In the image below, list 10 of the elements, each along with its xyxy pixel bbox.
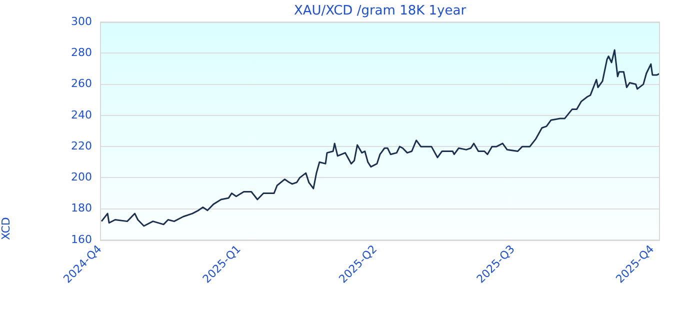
- chart-title: XAU/XCD /gram 18K 1year: [294, 3, 467, 18]
- y-tick-label: 160: [71, 232, 92, 246]
- y-tick-label: 220: [71, 139, 92, 152]
- y-tick-label: 280: [71, 46, 92, 59]
- y-axis-title: XCD: [0, 217, 12, 240]
- y-tick-label: 180: [71, 202, 92, 215]
- y-tick-label: 300: [71, 14, 92, 28]
- y-tick-label: 240: [71, 108, 92, 122]
- y-tick-label: 260: [71, 77, 92, 90]
- y-tick-label: 200: [71, 170, 92, 184]
